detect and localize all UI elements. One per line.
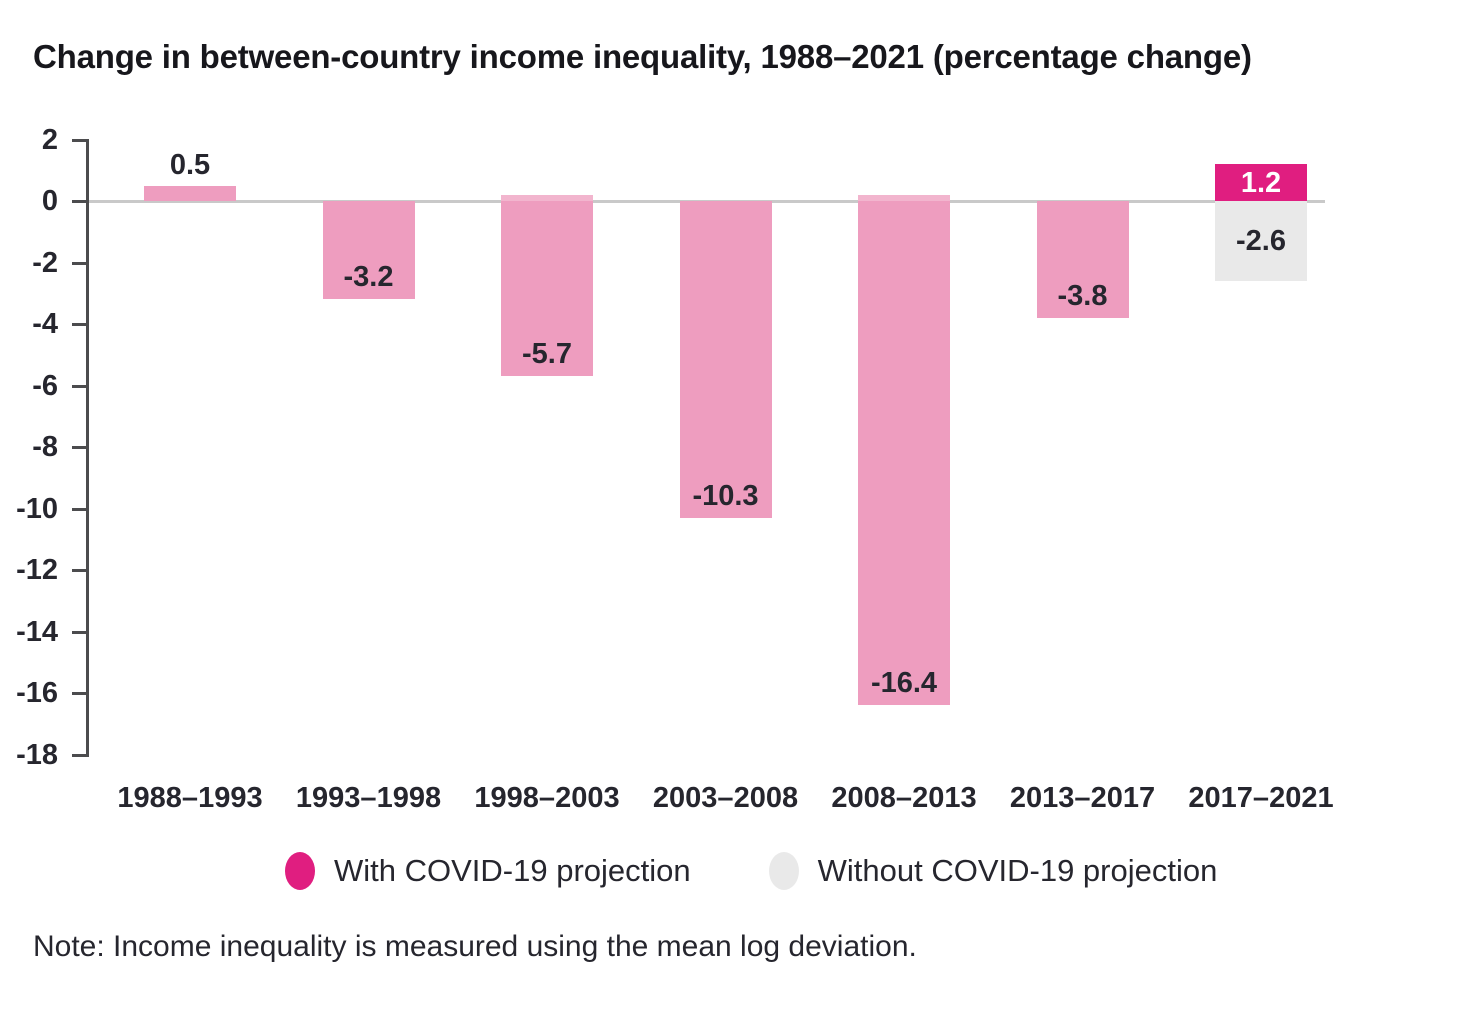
bar-2008–2013 [858,201,950,706]
y-tick-label: -6 [32,369,58,402]
legend-item-without-covid: Without COVID-19 projection [768,852,1218,890]
value-label: 0.5 [169,148,211,181]
y-tick [72,692,86,695]
x-category-label: 2008–2013 [831,782,977,814]
bar-baseline-overhang [858,195,950,201]
bar-baseline-overhang [501,195,593,201]
y-tick-label: -14 [16,615,58,648]
bar-1993–1998 [322,201,415,300]
bar-1988–1993 [144,185,236,201]
y-tick [72,630,86,634]
value-label: -16.4 [870,667,938,700]
y-tick-label: 2 [41,123,58,156]
bar-2017–2021 [1215,201,1307,281]
value-label: -2.6 [1236,224,1286,257]
value-label: -10.3 [692,479,759,512]
bar-2017–2021 [1215,164,1307,201]
y-tick-label: -8 [32,431,58,463]
x-category-label: 2003–2008 [652,782,799,814]
y-tick-label: -2 [32,246,58,279]
y-tick [72,507,86,511]
y-tick [72,569,86,572]
legend-label: Without COVID-19 projection [817,853,1218,888]
y-tick [72,261,86,265]
y-tick [72,323,86,326]
value-label: -3.2 [343,261,394,294]
bar-1998–2003 [501,201,593,377]
legend: With COVID-19 projection Without COVID-1… [285,852,1217,890]
y-tick-label: -16 [16,677,58,709]
y-tick-label: -12 [16,554,58,586]
y-tick-label: -18 [16,738,58,771]
value-label: -3.8 [1057,279,1108,312]
value-label: 1.2 [1240,166,1282,199]
y-tick-label: -4 [32,308,58,340]
x-category-label: 1988–1993 [117,782,263,814]
x-category-label: 1998–2003 [474,782,620,814]
legend-dot-gray-icon [768,852,799,890]
chart-title: Change in between-country income inequal… [33,38,1252,75]
y-tick-label: -10 [16,492,58,525]
y-tick [72,138,86,142]
legend-item-with-covid: With COVID-19 projection [285,852,691,890]
y-axis-line [86,139,89,757]
y-tick [72,753,86,757]
bar-2013–2017 [1036,201,1129,318]
y-tick [72,446,86,449]
value-label: -5.7 [522,338,572,371]
footnote: Note: Income inequality is measured usin… [33,930,917,963]
y-tick [72,384,86,388]
x-category-label: 1993–1998 [295,782,442,814]
x-category-label: 2013–2017 [1009,782,1156,814]
legend-dot-magenta-icon [285,852,315,890]
x-category-label: 2017–2021 [1188,782,1334,814]
bar-2003–2008 [679,201,772,518]
legend-label: With COVID-19 projection [334,853,691,888]
y-tick-label: 0 [41,185,58,217]
y-tick [72,200,86,203]
